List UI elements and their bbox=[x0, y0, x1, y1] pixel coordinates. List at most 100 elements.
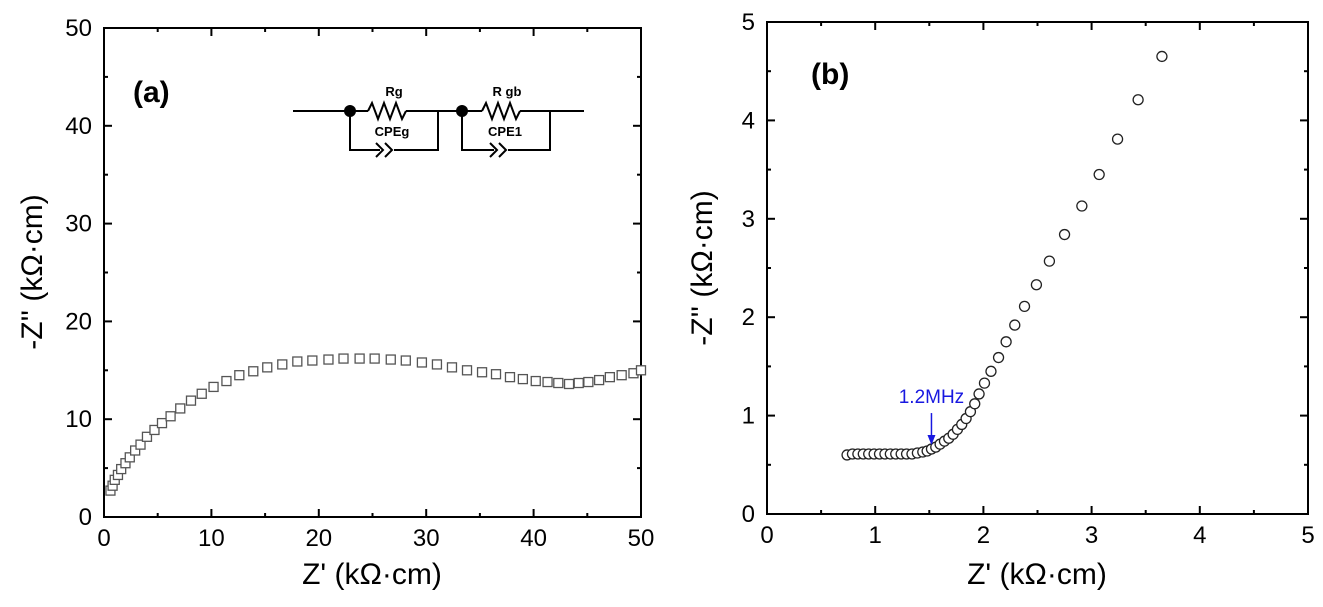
data-point bbox=[129, 445, 141, 456]
data-point bbox=[149, 424, 160, 436]
x-tick-label: 0 bbox=[97, 525, 110, 552]
x-tick-label: 2 bbox=[977, 522, 990, 549]
x-tick-label: 30 bbox=[413, 525, 440, 552]
x-tick-label: 20 bbox=[305, 525, 332, 552]
data-point bbox=[338, 353, 349, 364]
data-point bbox=[1000, 336, 1012, 348]
data-point bbox=[369, 353, 380, 364]
y-tick-label: 10 bbox=[65, 406, 92, 433]
panel-a-chart: 0 10 20 30 40 50 0 10 20 30 40 50 (a) Z' (kΩ·cm) -Z… bbox=[16, 15, 654, 591]
panel-a-label: (a) bbox=[133, 76, 170, 109]
panel-a-y-axis-label: -Z'' (kΩ·cm) bbox=[16, 194, 49, 350]
data-point bbox=[262, 362, 273, 373]
data-point bbox=[277, 359, 288, 370]
x-tick-label: 50 bbox=[628, 525, 655, 552]
x-tick-label: 5 bbox=[1301, 522, 1314, 549]
data-point bbox=[307, 355, 318, 366]
frequency-annotation: 1.2MHz bbox=[899, 387, 964, 446]
annotation-arrow-head bbox=[927, 435, 936, 446]
panel-b-label: (b) bbox=[811, 58, 849, 91]
data-point bbox=[583, 376, 594, 388]
data-point bbox=[517, 373, 529, 385]
data-point bbox=[1018, 300, 1031, 313]
data-point bbox=[354, 353, 365, 364]
circuit-node-2 bbox=[456, 105, 468, 117]
circuit-cpe1-branch bbox=[461, 111, 494, 151]
y-tick-label: 40 bbox=[65, 113, 92, 140]
y-tick-label: 3 bbox=[742, 206, 755, 233]
data-point bbox=[1156, 50, 1168, 63]
x-tick-label: 40 bbox=[520, 525, 547, 552]
panel-b-chart: 0 1 2 3 4 5 0 1 2 3 4 5 (b) Z' (kΩ·cm) -Z'' (kΩ·cm)… bbox=[686, 9, 1315, 591]
panel-a-data-points bbox=[105, 353, 647, 496]
panel-a-tick-labels: 0 10 20 30 40 50 0 10 20 30 40 50 bbox=[65, 15, 654, 552]
data-point bbox=[208, 381, 219, 393]
y-tick-label: 1 bbox=[742, 403, 755, 430]
y-tick-label: 0 bbox=[79, 504, 92, 531]
data-point bbox=[1009, 319, 1021, 331]
data-point bbox=[196, 388, 207, 399]
data-point bbox=[1030, 279, 1043, 291]
panel-a-x-axis-label: Z' (kΩ·cm) bbox=[302, 558, 442, 591]
panel-a-ticks bbox=[103, 27, 642, 518]
y-tick-label: 50 bbox=[65, 15, 92, 42]
data-point bbox=[416, 357, 428, 368]
y-tick-label: 20 bbox=[65, 308, 92, 335]
circuit-cpe1-symbol-b bbox=[498, 142, 508, 158]
data-point bbox=[542, 376, 553, 388]
circuit-node-1 bbox=[344, 105, 356, 117]
data-point bbox=[978, 377, 991, 389]
data-point bbox=[1058, 228, 1071, 241]
data-point bbox=[563, 378, 575, 390]
equivalent-circuit-diagram bbox=[293, 100, 584, 158]
data-point bbox=[323, 354, 334, 365]
circuit-resistor-rgb bbox=[481, 100, 521, 122]
data-point bbox=[992, 351, 1005, 364]
circuit-cpeg-branch-right bbox=[394, 111, 439, 151]
y-tick-label: 4 bbox=[742, 107, 755, 134]
data-point bbox=[985, 365, 997, 377]
data-point bbox=[573, 377, 584, 389]
x-tick-label: 4 bbox=[1193, 522, 1206, 549]
data-point bbox=[141, 431, 153, 442]
data-point bbox=[635, 365, 647, 376]
x-tick-label: 0 bbox=[760, 522, 773, 549]
data-point bbox=[461, 365, 473, 376]
y-tick-label: 2 bbox=[742, 304, 755, 331]
data-point bbox=[530, 375, 541, 387]
data-point bbox=[446, 362, 458, 373]
data-point bbox=[135, 439, 146, 450]
circuit-cpe1-branch-right bbox=[508, 111, 551, 151]
y-tick-label: 0 bbox=[742, 501, 755, 528]
data-point bbox=[504, 371, 516, 383]
data-point bbox=[490, 369, 502, 380]
circuit-label-cpe1: CPE1 bbox=[488, 124, 522, 139]
circuit-label-rg: Rg bbox=[385, 84, 402, 99]
data-point bbox=[165, 411, 176, 422]
y-tick-label: 30 bbox=[65, 211, 92, 238]
x-tick-label: 10 bbox=[198, 525, 225, 552]
data-point bbox=[553, 377, 564, 389]
data-point bbox=[185, 395, 197, 406]
circuit-resistor-rg bbox=[367, 100, 407, 122]
circuit-cpeg-branch bbox=[349, 111, 380, 151]
annotation-label: 1.2MHz bbox=[899, 387, 964, 408]
data-point bbox=[124, 452, 135, 463]
data-point bbox=[973, 388, 985, 400]
data-point bbox=[1043, 255, 1056, 267]
data-point bbox=[221, 375, 232, 387]
circuit-label-rgb: R gb bbox=[493, 84, 522, 99]
circuit-cpeg-symbol-a bbox=[375, 142, 385, 158]
data-point bbox=[385, 354, 396, 365]
x-tick-label: 1 bbox=[869, 522, 882, 549]
data-point bbox=[969, 398, 981, 410]
data-point bbox=[604, 371, 616, 383]
data-point bbox=[156, 417, 168, 429]
data-point bbox=[1076, 200, 1088, 212]
data-point bbox=[234, 370, 245, 381]
panel-b-x-axis-label: Z' (kΩ·cm) bbox=[967, 558, 1107, 591]
panel-b-plot-frame bbox=[766, 21, 1309, 515]
data-point bbox=[593, 374, 605, 386]
data-point bbox=[616, 370, 627, 381]
